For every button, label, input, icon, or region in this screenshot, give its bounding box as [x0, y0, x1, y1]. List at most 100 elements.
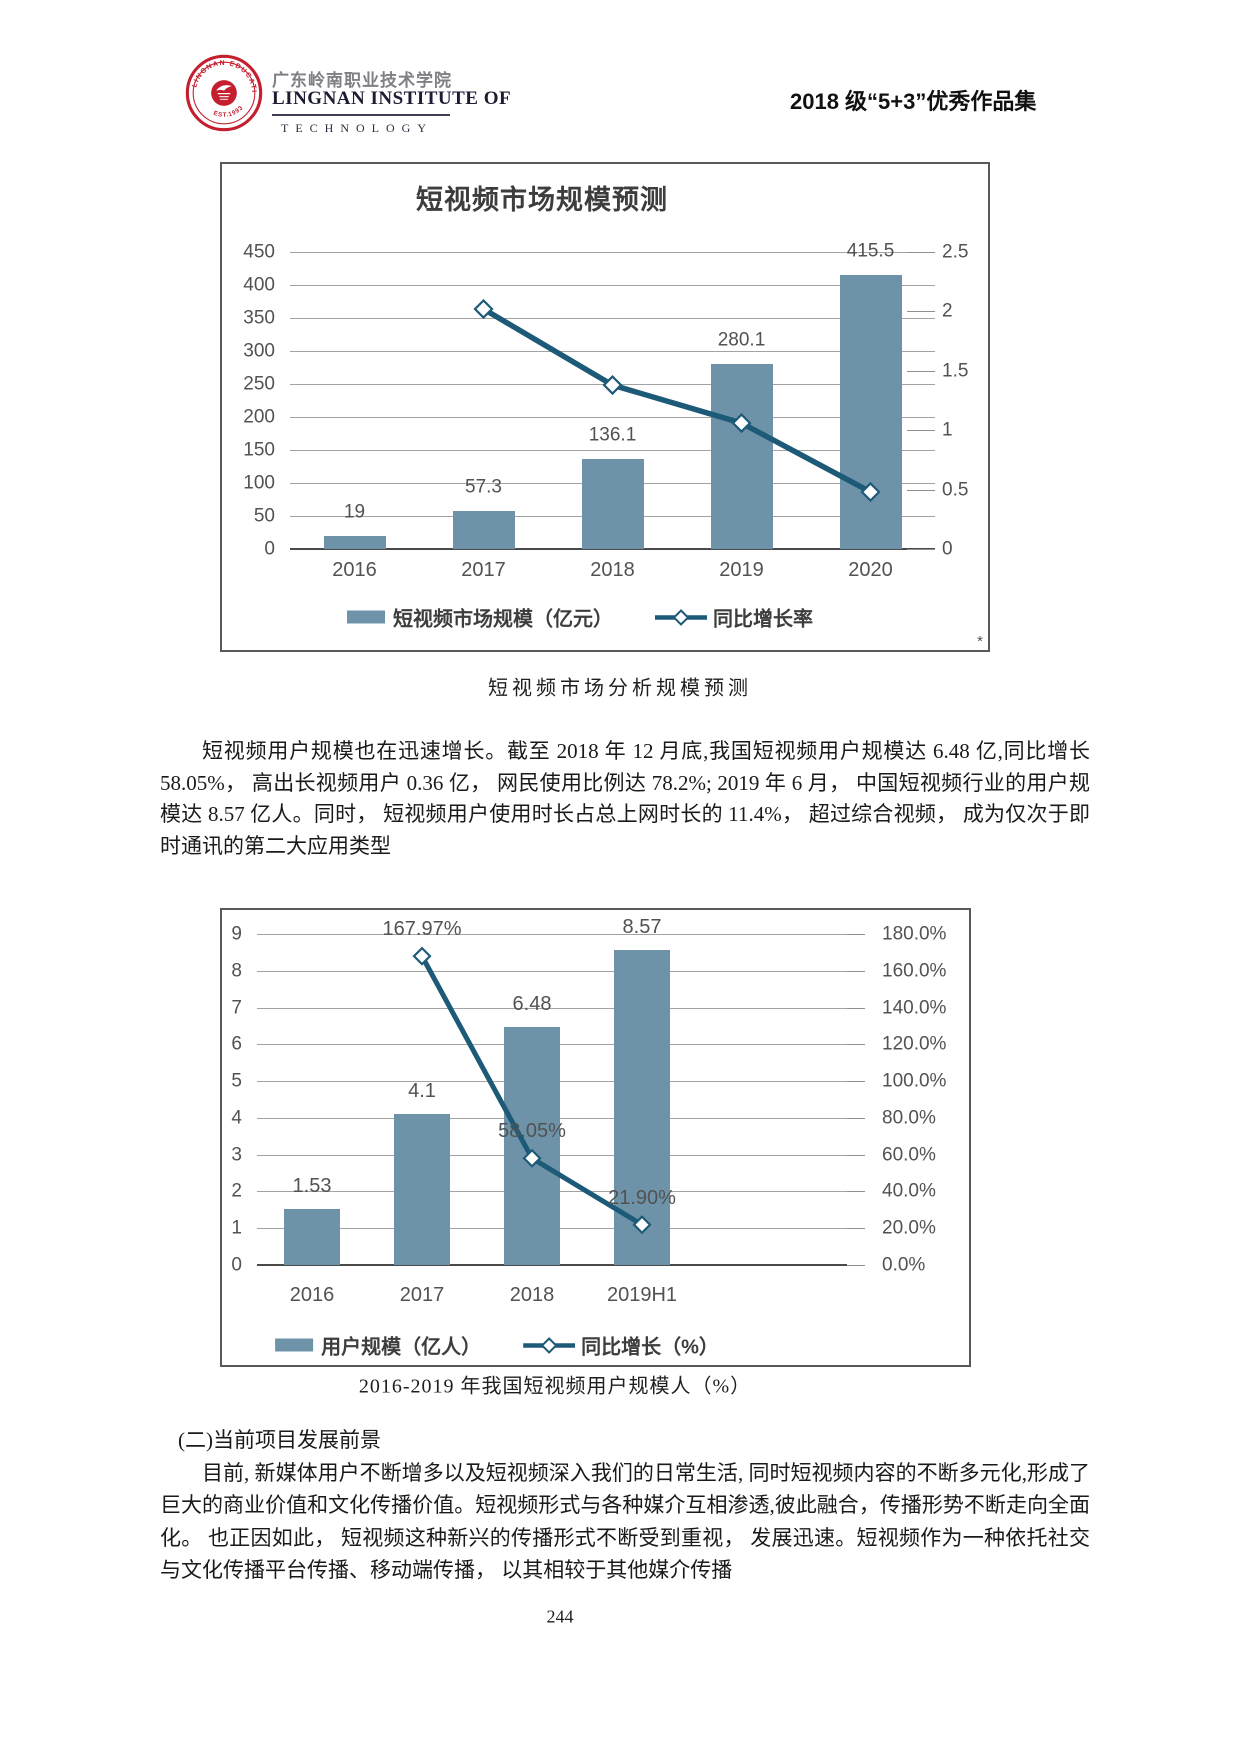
bar [394, 1114, 450, 1265]
university-seal-icon: LINGNAN EDUCATION EST.1993 [185, 54, 263, 132]
bar [839, 274, 902, 549]
market-scale-forecast-chart: 短视频市场规模预测 19 57.3 136.1 280.1 415.5 450 400 350 3… [220, 162, 990, 652]
line-value-label: 58.05% [498, 1120, 566, 1143]
right-tick-label: 1.5 [942, 360, 969, 382]
user-scale-chart: 1.53 4.1 6.48 8.57 167.97% 58.05% 21.90% 9 8 7 6 5 4… [220, 908, 971, 1367]
chart1-caption: 短视频市场分析规模预测 [488, 677, 752, 700]
left-tick-label: 3 [231, 1144, 242, 1166]
bar [323, 536, 386, 549]
bar-value-label: 19 [343, 501, 366, 523]
chart2-caption: 2016-2019 年我国短视频用户规模人（%） [358, 1375, 752, 1398]
trend-marker-icon [860, 481, 881, 503]
category-label: 2017 [399, 1284, 445, 1306]
trend-line [480, 306, 874, 495]
right-tick-mark [847, 1265, 865, 1266]
left-tick-label: 0 [264, 538, 275, 560]
gridline [290, 285, 935, 286]
right-tick-label: 0 [942, 538, 953, 560]
right-tick-mark [847, 1044, 865, 1046]
legend-label: 用户规模（亿人） [321, 1336, 482, 1359]
gridline [290, 417, 935, 418]
bar-value-label: 136.1 [588, 424, 637, 446]
right-tick-mark [907, 370, 935, 372]
category-label: 2018 [509, 1284, 555, 1306]
right-tick-mark [847, 1007, 865, 1009]
left-tick-label: 6 [231, 1033, 242, 1055]
bar [504, 1026, 560, 1265]
trend-marker-icon [632, 1215, 652, 1235]
bar-value-label: 57.3 [465, 476, 502, 498]
right-tick-mark [847, 934, 865, 935]
category-label: 2019H1 [606, 1284, 678, 1306]
legend-label: 短视频市场规模（亿元） [393, 608, 613, 631]
bar-value-label: 8.57 [622, 915, 662, 938]
paragraph-user-scale: 短视频用户规模也在迅速增长。截至 2018 年 12 月底,我国短视频用户规模达… [160, 739, 1090, 858]
page-number: 244 [546, 1606, 574, 1627]
right-tick-label: 1 [942, 419, 953, 441]
left-tick-label: 4 [231, 1107, 242, 1129]
trend-marker-icon [522, 1148, 542, 1168]
left-tick-label: 100 [243, 472, 275, 494]
right-tick-mark [907, 430, 935, 432]
university-name-cn: 广东岭南职业技术学院 [272, 71, 452, 90]
trend-line-chart [473, 298, 881, 503]
right-tick-mark [847, 970, 865, 972]
left-tick-label: 7 [231, 997, 242, 1019]
chart-footnote: * [977, 633, 983, 650]
right-tick-label: 180.0% [882, 923, 947, 945]
bar-value-label: 6.48 [512, 992, 552, 1015]
chart-legend: 用户规模（亿人） 同比增长（%） [275, 1331, 719, 1360]
logo-divider [272, 114, 450, 116]
category-label: 2020 [848, 559, 893, 581]
legend-bar-swatch-icon [347, 610, 385, 624]
left-tick-label: 2 [231, 1180, 242, 1202]
bar [452, 511, 515, 549]
left-tick-label: 300 [243, 340, 275, 362]
right-tick-label: 80.0% [882, 1107, 936, 1129]
right-tick-mark [847, 1228, 865, 1230]
left-tick-label: 150 [243, 439, 275, 461]
right-tick-label: 140.0% [882, 997, 947, 1019]
trend-marker-icon [731, 413, 752, 434]
right-tick-mark [907, 311, 935, 313]
gridline [290, 318, 935, 319]
legend-bar-swatch-icon [275, 1338, 314, 1352]
right-tick-mark [847, 1081, 865, 1083]
x-axis-line [257, 1264, 847, 1266]
left-tick-label: 50 [253, 505, 275, 527]
bar-value-label: 4.1 [408, 1080, 436, 1103]
university-name-en2: TECHNOLOGY [281, 121, 433, 135]
category-label: 2017 [461, 559, 506, 581]
trend-marker-icon [412, 946, 432, 966]
right-tick-label: 100.0% [882, 1070, 947, 1092]
bar-value-label: 280.1 [717, 329, 766, 351]
legend-label: 同比增长（%） [581, 1336, 719, 1359]
gridline [257, 1007, 847, 1009]
right-tick-label: 160.0% [882, 960, 947, 982]
left-tick-label: 450 [243, 241, 275, 263]
right-tick-mark [907, 252, 935, 253]
bar [710, 364, 773, 549]
right-tick-mark [907, 489, 935, 491]
category-label: 2016 [332, 559, 377, 581]
line-value-label: 21.90% [608, 1186, 676, 1209]
gridline [257, 970, 847, 972]
left-tick-label: 8 [231, 960, 242, 982]
bar [581, 459, 644, 549]
left-tick-label: 9 [231, 923, 242, 945]
left-tick-label: 5 [231, 1070, 242, 1092]
left-tick-label: 0 [231, 1254, 242, 1276]
collection-title: 2018 级“5+3”优秀作品集 [790, 89, 1037, 114]
right-tick-label: 2.5 [942, 241, 969, 263]
section-heading: (二)当前项目发展前景 [178, 1428, 381, 1452]
right-tick-label: 0.0% [882, 1254, 926, 1276]
right-tick-mark [847, 1117, 865, 1119]
trend-line [419, 953, 645, 1228]
x-axis-line [290, 548, 935, 550]
legend-label: 同比增长率 [713, 608, 813, 631]
plot-area: 1.53 4.1 6.48 8.57 167.97% 58.05% 21.90% [257, 917, 865, 1266]
right-tick-mark [847, 1154, 865, 1156]
bar-value-label: 415.5 [846, 240, 895, 262]
category-label: 2019 [719, 559, 764, 581]
